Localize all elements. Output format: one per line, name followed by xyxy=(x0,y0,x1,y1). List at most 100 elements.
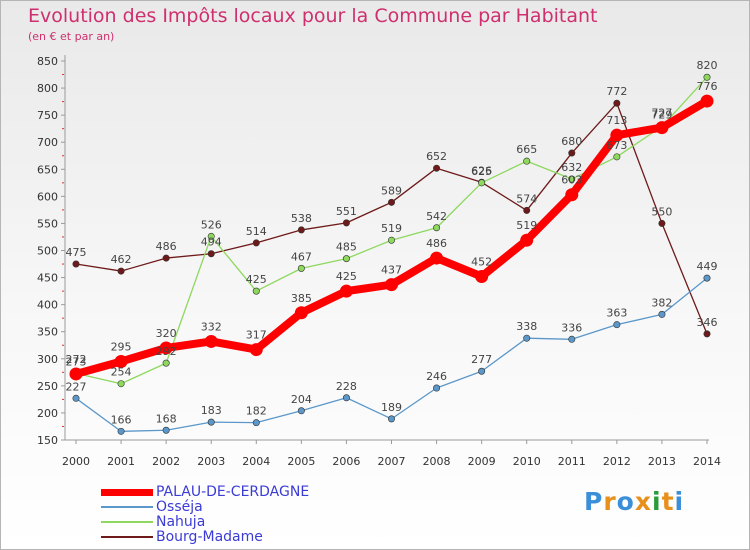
data-label: 254 xyxy=(111,366,132,379)
x-tick-label: 2003 xyxy=(197,455,225,468)
legend-label: Nahuja xyxy=(156,514,206,530)
data-label: 295 xyxy=(111,340,132,353)
data-point xyxy=(72,394,80,402)
data-label: 336 xyxy=(561,321,582,334)
data-point xyxy=(297,264,305,272)
y-tick-label: 500 xyxy=(37,245,58,258)
logo-letter: x xyxy=(634,487,652,516)
data-point xyxy=(700,94,714,108)
data-label: 729 xyxy=(651,109,672,122)
data-point xyxy=(703,73,711,81)
data-label: 272 xyxy=(66,353,87,366)
x-tick-label: 2005 xyxy=(287,455,315,468)
data-point xyxy=(159,341,173,355)
data-label: 486 xyxy=(426,237,447,250)
data-point xyxy=(613,99,621,107)
data-point xyxy=(568,335,576,343)
data-label: 727 xyxy=(651,107,672,120)
data-label: 166 xyxy=(111,413,132,426)
data-label: 467 xyxy=(291,250,312,263)
logo-letter: P xyxy=(584,487,604,516)
data-point xyxy=(475,269,489,283)
data-point xyxy=(204,334,218,348)
data-point xyxy=(249,343,263,357)
data-point xyxy=(339,284,353,298)
data-label: 603 xyxy=(561,174,582,187)
data-point xyxy=(342,394,350,402)
x-tick-label: 2011 xyxy=(558,455,586,468)
legend-swatch xyxy=(101,506,153,508)
data-point xyxy=(478,367,486,375)
data-label: 462 xyxy=(111,253,132,266)
data-point xyxy=(658,219,666,227)
x-tick-label: 2008 xyxy=(423,455,451,468)
data-point xyxy=(252,419,260,427)
data-point xyxy=(703,274,711,282)
data-point xyxy=(430,251,444,265)
data-point xyxy=(658,310,666,318)
data-point xyxy=(703,330,711,338)
chart-title: Evolution des Impôts locaux pour la Comm… xyxy=(28,5,598,27)
data-point xyxy=(297,226,305,234)
legend-label: PALAU-DE-CERDAGNE xyxy=(156,484,310,500)
data-label: 632 xyxy=(561,161,582,174)
x-tick-label: 2010 xyxy=(513,455,541,468)
data-point xyxy=(207,250,215,258)
x-tick-label: 2007 xyxy=(378,455,406,468)
data-point xyxy=(162,426,170,434)
data-label: 437 xyxy=(381,264,402,277)
data-label: 652 xyxy=(426,150,447,163)
x-tick-label: 2004 xyxy=(242,455,270,468)
data-point xyxy=(613,321,621,329)
data-point xyxy=(297,407,305,415)
y-tick-label: 450 xyxy=(37,272,58,285)
data-point xyxy=(387,236,395,244)
x-tick-label: 2001 xyxy=(107,455,135,468)
data-label: 542 xyxy=(426,210,447,223)
x-tick-label: 2000 xyxy=(62,455,90,468)
data-label: 514 xyxy=(246,225,267,238)
data-label: 292 xyxy=(156,345,177,358)
data-label: 494 xyxy=(201,236,222,249)
data-point xyxy=(342,255,350,263)
legend-label: Osséja xyxy=(156,499,203,515)
data-label: 589 xyxy=(381,184,402,197)
data-point xyxy=(523,157,531,165)
data-point xyxy=(252,287,260,295)
data-point xyxy=(294,306,308,320)
data-label: 550 xyxy=(651,205,672,218)
y-tick-label: 850 xyxy=(37,55,58,68)
data-label: 452 xyxy=(471,255,492,268)
x-tick-label: 2006 xyxy=(332,455,360,468)
x-tick-label: 2012 xyxy=(603,455,631,468)
data-point xyxy=(69,367,83,381)
data-point xyxy=(162,359,170,367)
x-tick-label: 2002 xyxy=(152,455,180,468)
data-label: 713 xyxy=(606,114,627,127)
data-point xyxy=(385,278,398,292)
data-point xyxy=(117,380,125,388)
y-tick-label: 550 xyxy=(37,217,58,230)
y-tick-label: 400 xyxy=(37,299,58,312)
data-label: 338 xyxy=(516,320,537,333)
data-point xyxy=(520,233,534,247)
data-label: 189 xyxy=(381,401,402,414)
y-tick-label: 300 xyxy=(37,353,58,366)
logo-letter: i xyxy=(652,487,662,516)
data-point xyxy=(433,164,441,172)
y-tick-label: 350 xyxy=(37,326,58,339)
data-label: 551 xyxy=(336,205,357,218)
data-point xyxy=(568,149,576,157)
data-label: 574 xyxy=(516,192,537,205)
data-label: 273 xyxy=(66,355,87,368)
data-label: 332 xyxy=(201,320,222,333)
data-point xyxy=(114,354,128,368)
data-label: 626 xyxy=(471,164,492,177)
data-point xyxy=(387,198,395,206)
data-label: 182 xyxy=(246,405,267,418)
data-point xyxy=(433,224,441,232)
data-point xyxy=(72,260,80,268)
logo-letter: i xyxy=(674,487,685,516)
data-label: 320 xyxy=(156,327,177,340)
